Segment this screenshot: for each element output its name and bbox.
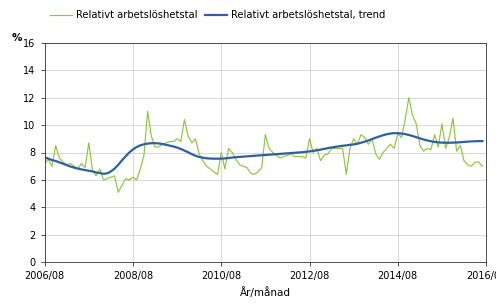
Relativt arbetslöshetstal bbox=[391, 146, 397, 150]
Relativt arbetslöshetstal bbox=[406, 96, 412, 99]
Relativt arbetslöshetstal, trend bbox=[480, 139, 486, 143]
Relativt arbetslöshetstal, trend bbox=[288, 151, 294, 155]
Relativt arbetslöshetstal, trend bbox=[347, 143, 353, 147]
Relativt arbetslöshetstal, trend bbox=[391, 131, 397, 135]
X-axis label: År/månad: År/månad bbox=[240, 287, 291, 298]
Relativt arbetslöshetstal, trend bbox=[163, 143, 169, 147]
Text: %: % bbox=[11, 33, 22, 43]
Relativt arbetslöshetstal bbox=[472, 160, 478, 164]
Relativt arbetslöshetstal, trend bbox=[137, 144, 143, 147]
Relativt arbetslöshetstal bbox=[480, 164, 486, 168]
Relativt arbetslöshetstal bbox=[288, 152, 294, 156]
Relativt arbetslöshetstal, trend bbox=[42, 156, 48, 159]
Relativt arbetslöshetstal bbox=[347, 146, 353, 150]
Line: Relativt arbetslöshetstal: Relativt arbetslöshetstal bbox=[45, 98, 483, 192]
Relativt arbetslöshetstal bbox=[137, 167, 143, 171]
Relativt arbetslöshetstal bbox=[163, 141, 169, 145]
Relativt arbetslöshetstal, trend bbox=[101, 172, 107, 176]
Relativt arbetslöshetstal bbox=[42, 162, 48, 165]
Relativt arbetslöshetstal bbox=[115, 190, 121, 194]
Legend: Relativt arbetslöshetstal, Relativt arbetslöshetstal, trend: Relativt arbetslöshetstal, Relativt arbe… bbox=[50, 10, 385, 20]
Line: Relativt arbetslöshetstal, trend: Relativt arbetslöshetstal, trend bbox=[45, 133, 483, 174]
Relativt arbetslöshetstal, trend bbox=[472, 139, 478, 143]
Relativt arbetslöshetstal, trend bbox=[395, 131, 401, 135]
